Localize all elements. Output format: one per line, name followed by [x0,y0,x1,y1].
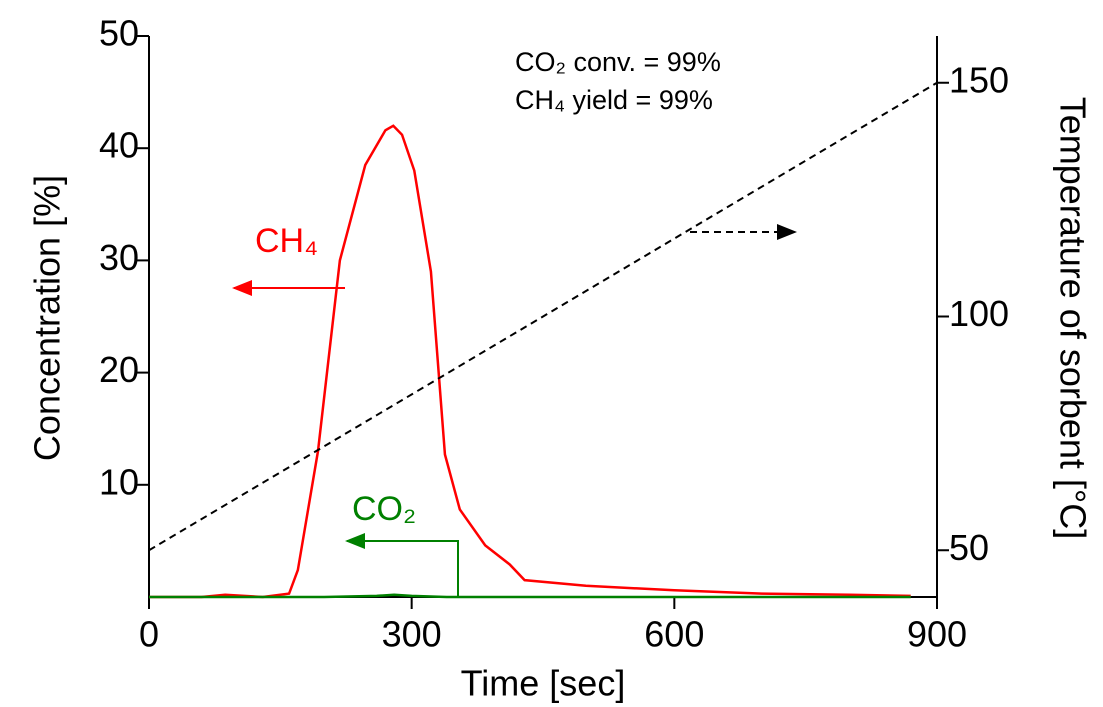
x-tick-label: 600 [644,614,704,655]
series-label: CO₂ [352,490,416,528]
x-tick-label: 900 [907,614,967,655]
y2-tick-label: 150 [949,59,1009,100]
x-tick-label: 0 [139,614,159,655]
series-line [149,124,911,599]
y2-tick-label: 50 [949,527,989,568]
y2-tick-label: 100 [949,293,1009,334]
y-tick-label: 10 [99,461,139,502]
x-tick-label: 300 [382,614,442,655]
series-line [149,593,911,599]
annotation: CO₂ conv. = 99% [515,47,721,77]
annotation: CH₄ yield = 99% [515,85,713,115]
x-axis-label: Time [sec] [461,663,626,704]
y2-axis-label: Temperature of sorbent [°C] [1052,97,1093,540]
y-tick-label: 50 [99,13,139,54]
y-tick-label: 20 [99,349,139,390]
y-axis-label: Concentration [%] [27,175,68,461]
y-tick-label: 30 [99,237,139,278]
y-tick-label: 40 [99,125,139,166]
arrow [345,533,459,597]
series-line [148,81,938,552]
series-label: CH₄ [255,222,318,260]
